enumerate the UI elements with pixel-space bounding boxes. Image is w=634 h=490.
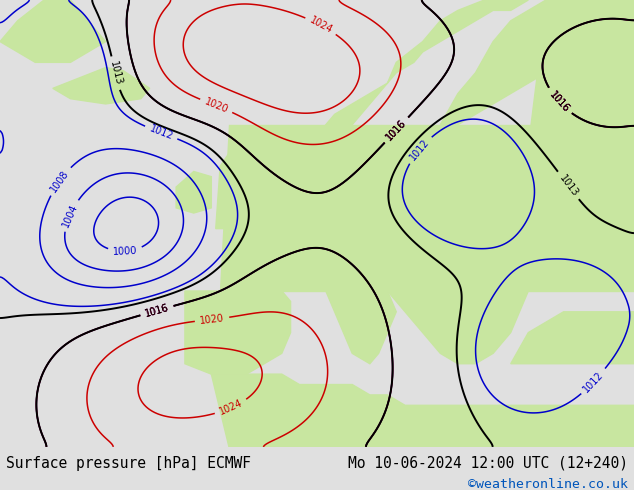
Text: 1012: 1012 <box>408 137 431 162</box>
Polygon shape <box>185 291 290 374</box>
Point <box>140 448 150 456</box>
Text: 1016: 1016 <box>384 118 408 143</box>
Text: 1000: 1000 <box>113 245 138 257</box>
Polygon shape <box>216 135 281 229</box>
Text: 1016: 1016 <box>547 89 571 114</box>
Text: 1016: 1016 <box>144 302 170 318</box>
Polygon shape <box>211 374 634 447</box>
Polygon shape <box>440 0 634 125</box>
Polygon shape <box>176 172 211 213</box>
Text: 1024: 1024 <box>307 15 334 36</box>
Polygon shape <box>0 0 106 62</box>
Polygon shape <box>53 68 150 104</box>
Text: 1012: 1012 <box>148 123 174 142</box>
Text: 1012: 1012 <box>581 369 606 394</box>
Text: 1016: 1016 <box>384 118 408 143</box>
Text: 1008: 1008 <box>49 168 71 194</box>
Polygon shape <box>528 0 634 146</box>
Text: 1016: 1016 <box>144 302 170 318</box>
Text: 1020: 1020 <box>203 97 230 115</box>
Text: 1020: 1020 <box>199 313 225 326</box>
Text: 1016: 1016 <box>384 118 408 143</box>
Text: 1004: 1004 <box>60 202 79 228</box>
Polygon shape <box>387 291 528 364</box>
Text: Surface pressure [hPa] ECMWF: Surface pressure [hPa] ECMWF <box>6 456 251 471</box>
Text: 1016: 1016 <box>547 89 571 114</box>
Text: ©weatheronline.co.uk: ©weatheronline.co.uk <box>468 478 628 490</box>
Text: 1013: 1013 <box>108 60 123 86</box>
Text: 1016: 1016 <box>547 89 571 114</box>
Polygon shape <box>511 312 634 364</box>
Text: 1024: 1024 <box>218 398 244 417</box>
Text: Mo 10-06-2024 12:00 UTC (12+240): Mo 10-06-2024 12:00 UTC (12+240) <box>347 456 628 471</box>
Text: 1013: 1013 <box>557 173 579 198</box>
Text: 1016: 1016 <box>144 302 170 318</box>
Polygon shape <box>220 125 634 291</box>
Point <box>122 452 133 460</box>
Polygon shape <box>326 291 396 364</box>
Polygon shape <box>308 0 528 156</box>
